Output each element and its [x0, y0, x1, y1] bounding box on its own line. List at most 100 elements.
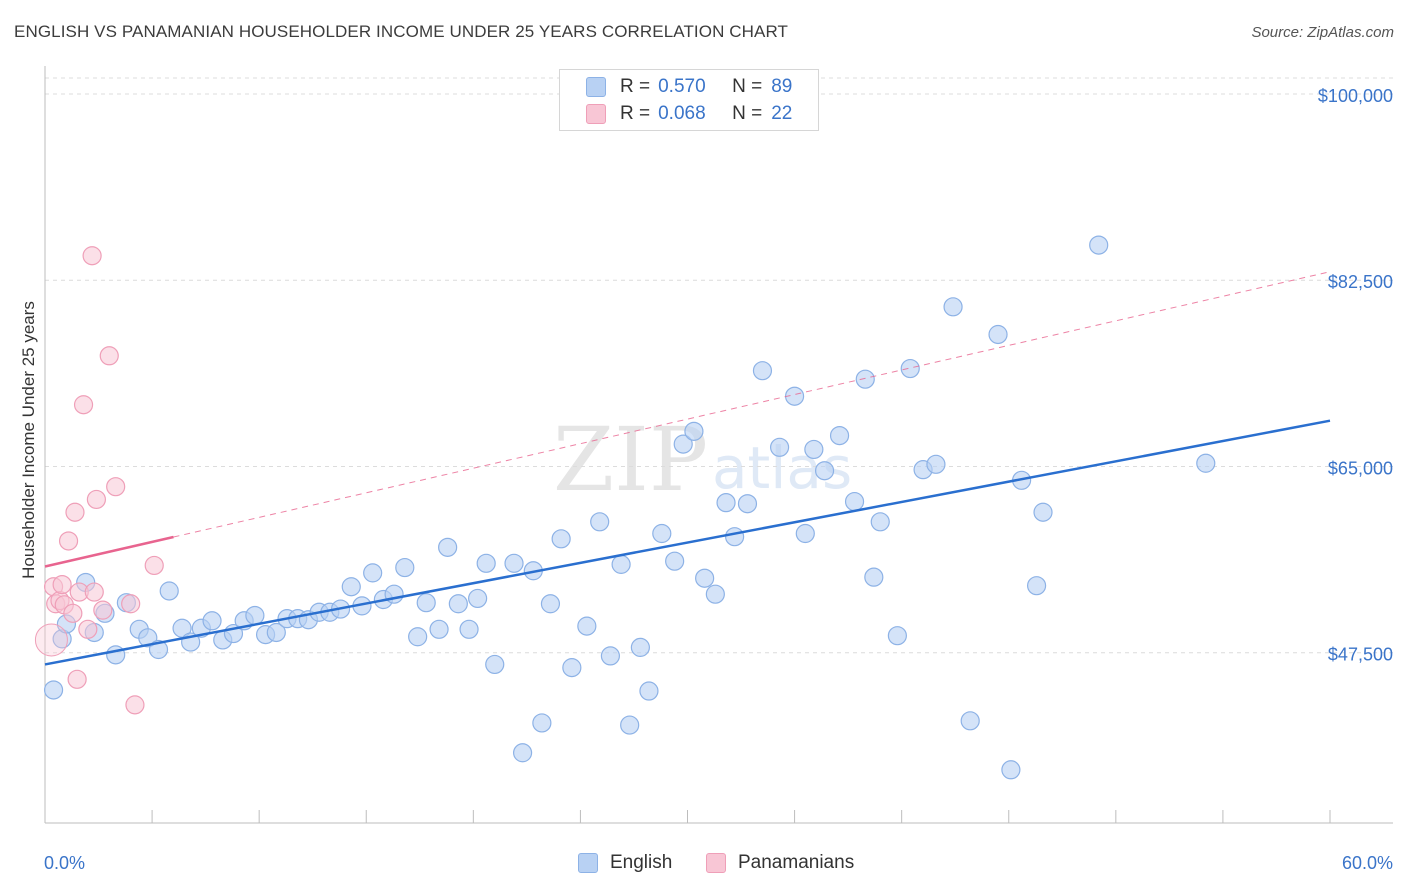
legend-r-label: R =	[620, 103, 651, 124]
english-point	[684, 421, 704, 441]
english-point	[652, 523, 672, 544]
english-point	[408, 627, 428, 647]
english-point	[363, 563, 383, 583]
panamanian-point	[84, 582, 104, 602]
bottom-legend-label-panamanian: Panamanians	[738, 852, 855, 873]
legend-r-label: R =	[620, 76, 651, 97]
english-point	[752, 361, 773, 381]
english-point	[804, 439, 824, 460]
source-credit: Source: ZipAtlas.com	[1251, 24, 1394, 41]
panamanian-trend-line-solid	[44, 535, 174, 568]
chart-title: ENGLISH VS PANAMANIAN HOUSEHOLDER INCOME…	[14, 22, 789, 41]
panamanian-point	[52, 574, 72, 595]
english-point	[106, 645, 126, 665]
english-point	[395, 557, 415, 578]
english-point	[512, 743, 533, 763]
english-point	[705, 584, 725, 604]
panamanian-point	[63, 603, 83, 623]
y-tick-label: $100,000	[1318, 86, 1393, 106]
english-point	[630, 637, 650, 657]
panamanian-point	[82, 246, 102, 266]
english-point	[476, 553, 496, 573]
english-point	[855, 369, 875, 389]
english-point	[769, 437, 790, 457]
english-point	[620, 715, 640, 735]
tick-labels: $47,500 $65,000 $82,500 $100,000 0.0% 60.0%	[44, 86, 1393, 873]
y-tick-label: $47,500	[1328, 645, 1393, 665]
english-point	[159, 581, 179, 601]
legend-n-value-panamanian: 22	[771, 103, 793, 124]
english-point	[870, 512, 890, 532]
watermark-zip: ZIP	[553, 408, 708, 511]
english-point	[459, 619, 479, 639]
bottom-legend-english: English	[578, 852, 672, 874]
english-point	[1026, 576, 1047, 596]
bottom-legend-swatch-english	[578, 853, 598, 873]
x-tick-label: 0.0%	[44, 853, 85, 873]
english-point	[1001, 760, 1021, 780]
english-point	[245, 605, 265, 626]
english-point	[540, 594, 561, 614]
english-point	[887, 626, 907, 646]
panamanian-point	[93, 600, 113, 620]
panamanian-point	[106, 477, 126, 497]
grid-lines	[45, 77, 1393, 654]
english-point	[148, 639, 169, 660]
panamanian-point	[121, 594, 141, 614]
english-point	[600, 646, 621, 666]
trend-lines	[44, 271, 1331, 666]
english-trend-line	[44, 419, 1331, 666]
legend-n-label: N =	[732, 76, 763, 97]
english-point	[416, 593, 436, 613]
panamanian-point	[144, 555, 164, 576]
english-point	[829, 426, 850, 446]
english-point	[844, 491, 865, 512]
english-point	[795, 523, 815, 544]
legend-row-english: R = 0.570 N = 89	[586, 75, 792, 99]
panamanian-point	[73, 395, 94, 415]
axes	[44, 66, 1393, 824]
panamanian-point	[86, 489, 107, 510]
legend-box: R = 0.570 N = 89 R = 0.068 N = 22	[559, 69, 819, 131]
english-point	[673, 434, 693, 454]
english-point	[1196, 453, 1216, 473]
legend-n-value-english: 89	[771, 76, 793, 97]
panamanian-points	[34, 246, 164, 715]
panamanian-point	[34, 623, 68, 657]
english-point	[695, 568, 715, 588]
legend-r-value-english: 0.570	[658, 76, 706, 97]
english-point	[429, 619, 449, 639]
english-point	[448, 594, 468, 614]
panamanian-point	[125, 695, 145, 715]
english-point	[551, 529, 571, 549]
english-point	[943, 297, 963, 317]
english-point	[341, 577, 361, 597]
english-point	[577, 616, 597, 636]
english-point	[725, 527, 745, 547]
legend-n-label: N =	[732, 103, 763, 124]
panamanian-point	[58, 531, 79, 551]
english-point	[468, 588, 488, 609]
english-point	[988, 324, 1008, 345]
legend-r-value-panamanian: 0.068	[658, 103, 706, 124]
english-point	[562, 658, 582, 678]
english-point	[1089, 235, 1109, 255]
bottom-legend: English Panamanians	[0, 852, 1406, 878]
english-point	[504, 553, 524, 573]
english-point	[639, 681, 659, 701]
english-point	[590, 512, 610, 532]
english-point	[926, 454, 946, 474]
english-point	[438, 537, 458, 557]
panamanian-point	[99, 346, 119, 366]
english-point	[665, 551, 685, 571]
english-point	[737, 494, 758, 514]
watermark: ZIP atlas	[553, 408, 852, 511]
english-point	[43, 680, 64, 700]
english-point	[532, 713, 552, 733]
english-point	[900, 358, 920, 379]
bottom-legend-swatch-panamanian	[706, 853, 726, 873]
legend-swatch-english	[586, 77, 606, 97]
legend-swatch-panamanian	[586, 104, 606, 124]
panamanian-point	[67, 669, 87, 689]
